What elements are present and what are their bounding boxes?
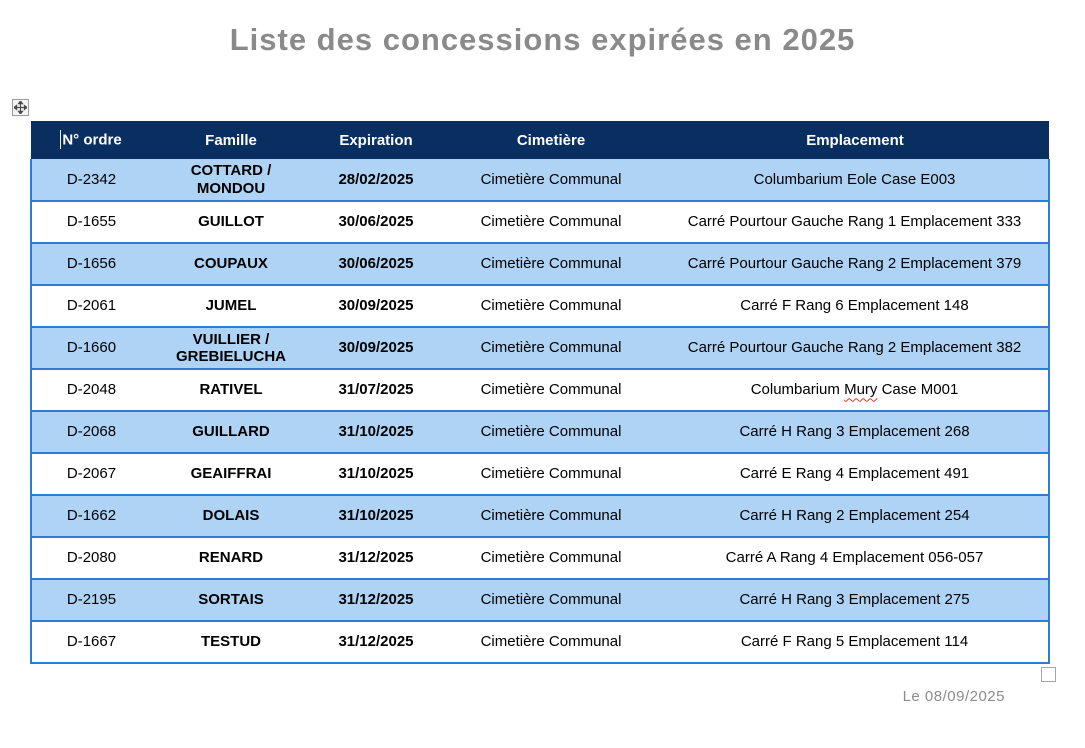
cell-cimetiere[interactable]: Cimetière Communal [441,369,661,412]
table-row: D-2342 COTTARD / MONDOU 28/02/2025 Cimetièr… [30,159,1050,202]
cell-cimetiere[interactable]: Cimetière Communal [441,285,661,328]
table-row: D-1655 GUILLOT 30/06/2025 Cimetière Communa… [30,201,1050,244]
cell-famille[interactable]: COUPAUX [151,243,311,286]
table-resize-handle[interactable] [1041,667,1056,682]
cell-famille[interactable]: RATIVEL [151,369,311,412]
cell-expiration[interactable]: 31/07/2025 [311,369,441,412]
cell-expiration[interactable]: 31/10/2025 [311,453,441,496]
text-cursor [60,129,62,149]
cell-expiration[interactable]: 30/09/2025 [311,285,441,328]
cell-ordre[interactable]: D-2067 [30,453,151,496]
cell-expiration[interactable]: 31/12/2025 [311,621,441,664]
table-row: D-1656 COUPAUX 30/06/2025 Cimetière Communa… [30,243,1050,286]
table-row: D-2048 RATIVEL 31/07/2025 Cimetière Communa… [30,369,1050,412]
cell-ordre[interactable]: D-2080 [30,537,151,580]
cell-ordre[interactable]: D-1660 [30,327,151,370]
cell-expiration[interactable]: 30/06/2025 [311,201,441,244]
move-cross-icon [14,101,27,114]
cell-ordre[interactable]: D-2061 [30,285,151,328]
cell-famille[interactable]: GUILLARD [151,411,311,454]
cell-cimetiere[interactable]: Cimetière Communal [441,579,661,622]
cell-famille[interactable]: VUILLIER / GREBIELUCHA [151,327,311,370]
table-row: D-2068 GUILLARD 31/10/2025 Cimetière Commun… [30,411,1050,454]
table-header-row: N° ordre Famille Expiration Cimetière Emplac… [31,121,1049,159]
column-header-expiration[interactable]: Expiration [311,121,441,159]
cell-expiration[interactable]: 31/12/2025 [311,537,441,580]
table-row: D-2067 GEAIFFRAI 31/10/2025 Cimetière Commu… [30,453,1050,496]
cell-cimetiere[interactable]: Cimetière Communal [441,621,661,664]
cell-cimetiere[interactable]: Cimetière Communal [441,495,661,538]
table-row: D-2080 RENARD 31/12/2025 Cimetière Communal… [30,537,1050,580]
cell-cimetiere[interactable]: Cimetière Communal [441,453,661,496]
cell-emplacement[interactable]: Carré Pourtour Gauche Rang 1 Emplacement… [661,201,1050,244]
cell-emplacement[interactable]: Carré A Rang 4 Emplacement 056-057 [661,537,1050,580]
cell-emplacement[interactable]: Carré H Rang 3 Emplacement 268 [661,411,1050,454]
spellcheck-word: Mury [844,381,878,399]
cell-famille[interactable]: GEAIFFRAI [151,453,311,496]
cell-cimetiere[interactable]: Cimetière Communal [441,537,661,580]
cell-expiration[interactable]: 28/02/2025 [311,159,441,202]
table-row: D-1662 DOLAIS 31/10/2025 Cimetière Communal… [30,495,1050,538]
cell-emplacement[interactable]: Carré H Rang 2 Emplacement 254 [661,495,1050,538]
cell-ordre[interactable]: D-2195 [30,579,151,622]
table-row: D-2061 JUMEL 30/09/2025 Cimetière Communal C… [30,285,1050,328]
cell-expiration[interactable]: 30/09/2025 [311,327,441,370]
cell-cimetiere[interactable]: Cimetière Communal [441,411,661,454]
cell-ordre[interactable]: D-1662 [30,495,151,538]
table-row: D-1660 VUILLIER / GREBIELUCHA 30/09/2025 Ci… [30,327,1050,370]
cell-emplacement[interactable]: Carré E Rang 4 Emplacement 491 [661,453,1050,496]
document-date: Le 08/09/2025 [902,688,1005,705]
cell-expiration[interactable]: 30/06/2025 [311,243,441,286]
cell-emplacement[interactable]: Carré F Rang 6 Emplacement 148 [661,285,1050,328]
cell-famille[interactable]: DOLAIS [151,495,311,538]
cell-emplacement[interactable]: Carré Pourtour Gauche Rang 2 Emplacement… [661,327,1050,370]
cell-cimetiere[interactable]: Cimetière Communal [441,159,661,202]
cell-famille[interactable]: COTTARD / MONDOU [151,159,311,202]
cell-emplacement[interactable]: Columbarium Mury Case M001 [661,369,1050,412]
cell-emplacement[interactable]: Carré F Rang 5 Emplacement 114 [661,621,1050,664]
cell-expiration[interactable]: 31/12/2025 [311,579,441,622]
cell-ordre[interactable]: D-1656 [30,243,151,286]
cell-ordre[interactable]: D-1667 [30,621,151,664]
cell-ordre[interactable]: D-1655 [30,201,151,244]
cell-cimetiere[interactable]: Cimetière Communal [441,243,661,286]
column-header-ordre[interactable]: N° ordre [31,121,151,159]
cell-famille[interactable]: JUMEL [151,285,311,328]
concessions-table: N° ordre Famille Expiration Cimetière Emplac… [30,121,1050,664]
cell-emplacement[interactable]: Carré Pourtour Gauche Rang 2 Emplacement… [661,243,1050,286]
cell-famille[interactable]: TESTUD [151,621,311,664]
cell-famille[interactable]: RENARD [151,537,311,580]
column-header-emplacement[interactable]: Emplacement [661,121,1049,159]
cell-emplacement[interactable]: Carré H Rang 3 Emplacement 275 [661,579,1050,622]
table-row: D-1667 TESTUD 31/12/2025 Cimetière Communal… [30,621,1050,664]
cell-famille[interactable]: SORTAIS [151,579,311,622]
cell-emplacement[interactable]: Columbarium Eole Case E003 [661,159,1050,202]
cell-ordre[interactable]: D-2048 [30,369,151,412]
cell-famille[interactable]: GUILLOT [151,201,311,244]
column-header-cimetiere[interactable]: Cimetière [441,121,661,159]
page-title: Liste des concessions expirées en 2025 [229,22,856,57]
table-move-handle[interactable] [12,99,29,116]
table-row: D-2195 SORTAIS 31/12/2025 Cimetière Communa… [30,579,1050,622]
cell-cimetiere[interactable]: Cimetière Communal [441,201,661,244]
cell-expiration[interactable]: 31/10/2025 [311,495,441,538]
cell-cimetiere[interactable]: Cimetière Communal [441,327,661,370]
cell-ordre[interactable]: D-2068 [30,411,151,454]
cell-ordre[interactable]: D-2342 [30,159,151,202]
column-header-famille[interactable]: Famille [151,121,311,159]
cell-expiration[interactable]: 31/10/2025 [311,411,441,454]
table-header: N° ordre Famille Expiration Cimetière Emplac… [31,121,1049,159]
